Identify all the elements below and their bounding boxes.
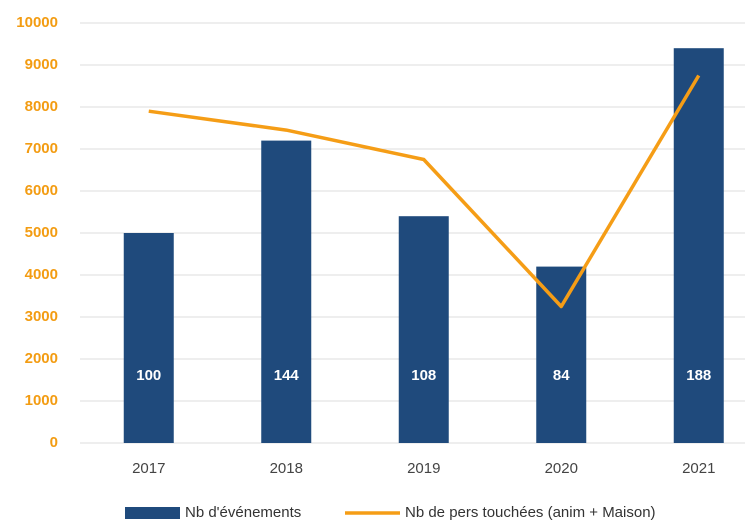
y-tick-label: 9000 — [25, 56, 58, 73]
legend-label: Nb de pers touchées (anim + Maison) — [405, 504, 656, 521]
y-tick-label: 8000 — [25, 98, 58, 115]
y-tick-label: 1000 — [25, 392, 58, 409]
bar — [536, 266, 587, 443]
bar — [673, 48, 724, 443]
bar — [123, 233, 174, 443]
legend-swatch — [125, 507, 180, 519]
bar — [398, 216, 449, 443]
y-tick-label: 3000 — [25, 308, 58, 325]
y-tick-label: 7000 — [25, 140, 58, 157]
y-tick-label: 2000 — [25, 350, 58, 367]
x-tick-label: 2017 — [132, 460, 165, 477]
legend-label: Nb d'événements — [185, 504, 301, 521]
line — [148, 74, 701, 309]
x-tick-label: 2021 — [682, 460, 715, 477]
bar-value-label: 84 — [553, 367, 570, 384]
y-tick-label: 10000 — [16, 14, 58, 31]
y-tick-label: 6000 — [25, 182, 58, 199]
bar-value-label: 188 — [686, 367, 711, 384]
bar-value-label: 100 — [136, 367, 161, 384]
bar-value-label: 144 — [274, 367, 300, 384]
bar-value-label: 108 — [411, 367, 436, 384]
y-tick-label: 5000 — [25, 224, 58, 241]
bar — [261, 140, 312, 443]
y-tick-label: 0 — [50, 434, 58, 451]
x-tick-label: 2019 — [407, 460, 440, 477]
x-tick-label: 2018 — [270, 460, 303, 477]
x-tick-label: 2020 — [545, 460, 578, 477]
y-tick-label: 4000 — [25, 266, 58, 283]
